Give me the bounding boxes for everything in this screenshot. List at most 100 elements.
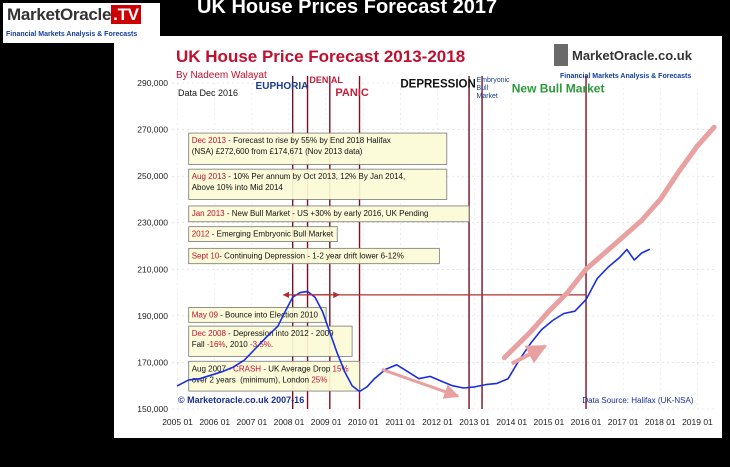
forecast-line	[501, 124, 717, 361]
y-tick-label: 150,000	[137, 404, 168, 414]
marketoracle-tv-logo: MarketOracle .TV Financial Markets Analys…	[3, 3, 160, 43]
phase-label: PANIC	[335, 87, 368, 99]
x-tick-label: 2018 01	[645, 417, 676, 427]
chart-subtitle: By Nadeem Walayat	[176, 70, 267, 81]
annotation-span: - New Bull Market - US +30% by early 201…	[225, 209, 429, 218]
annotation-bg	[188, 247, 440, 265]
annotation-span: -3.5%	[250, 340, 271, 349]
annotation-span: 2012	[192, 230, 210, 239]
inner-logo-bg	[552, 40, 720, 84]
x-tick-label: 2013 01	[459, 417, 490, 427]
annotation-span: Aug 2007	[192, 364, 227, 373]
annotation-box: Dec 2008 - Depression into 2012 - 2009 Fa…	[188, 325, 353, 357]
annotation-span: 25%	[311, 375, 327, 384]
x-tick-label: 2012 01	[422, 417, 453, 427]
annotation-text: Dec 2008 - Depression into 2012 - 2009	[192, 329, 334, 338]
logo-name: MarketOracle .TV	[7, 5, 141, 24]
x-tick-label: 2010 01	[348, 417, 379, 427]
annotation-span: Sept 10	[192, 251, 220, 260]
annotation-text: Sept 10- Continuing Depression - 1-2 yea…	[192, 251, 404, 260]
x-tick-label: 2008 01	[274, 417, 305, 427]
annotation-span: Fall	[192, 340, 207, 349]
annotation-box: 2012 - Emerging Embryonic Bull Market	[188, 226, 338, 242]
annotation-span: - UK Average Drop	[261, 364, 332, 373]
annotation-box: Dec 2013 - Forecast to rise by 55% by En…	[188, 132, 448, 165]
inner-logo-tagline: Financial Markets Analysis & Forecasts	[560, 73, 691, 80]
phase-label: New Bull Market	[512, 81, 605, 95]
annotation-text: Fall -16%, 2010 -3.5%.	[192, 340, 273, 349]
annotation-bg	[188, 132, 448, 165]
annotation-span: - 10% Per annum by Oct 2013, 12% By Jan …	[226, 172, 405, 181]
source-text: Data Source: Halifax (UK-NSA)	[582, 396, 693, 405]
phase-label: Bull	[476, 85, 488, 92]
annotation-bg	[188, 360, 360, 392]
annotation-box: May 09 - Bounce into Election 2010	[188, 307, 327, 323]
forecast-chart: 150,000 170,000 190,000 210,000 230,000 250,0…	[114, 36, 722, 438]
phase-label: Embryonic	[476, 77, 510, 84]
annotation-box: Jan 2013 - New Bull Market - US +30% by …	[188, 205, 470, 223]
annotation-text: 2012 - Emerging Embryonic Bull Market	[192, 230, 334, 239]
annotation-span: Dec 2013	[192, 136, 227, 145]
annotation-span: - Forecast to rise by 55% by End 2018 Ha…	[226, 136, 391, 145]
y-tick-label: 290,000	[137, 78, 168, 88]
phase-label: DENIAL	[309, 75, 343, 85]
y-tick-label: 210,000	[137, 264, 168, 274]
inner-logo-name: MarketOracle.co.uk	[572, 48, 693, 63]
inner-logo: MarketOracle.co.uk Financial Markets Anal…	[552, 40, 720, 84]
annotation-box: Sept 10- Continuing Depression - 1-2 yea…	[188, 247, 440, 265]
phase-label: Market	[476, 93, 497, 100]
annotation-bg	[188, 205, 470, 223]
x-tick-label: 2006 01	[199, 417, 230, 427]
annotation-span: over 2 years (minimum), London	[192, 375, 312, 384]
annotation-span: CRASH	[233, 364, 261, 373]
logo-tagline: Financial Markets Analysis & Forecasts	[6, 31, 138, 38]
trend-arrow	[510, 344, 547, 366]
annotation-span: , 2010	[226, 340, 250, 349]
x-tick-label: 2014 01	[496, 417, 527, 427]
inner-logo-mark	[554, 44, 568, 66]
copyright-text: © Marketoracle.co.uk 2007-16	[178, 395, 304, 405]
annotation-span: -16%	[207, 340, 226, 349]
y-tick-label: 190,000	[137, 311, 168, 321]
y-tick-label: 170,000	[137, 357, 168, 367]
annotation-span: Dec 2008	[192, 329, 227, 338]
annotation-span: .	[271, 340, 273, 349]
annotation-span: - Emerging Embryonic Bull Market	[210, 230, 334, 239]
annotation-span: May 09	[192, 310, 219, 319]
annotation-span: - Continuing Depression - 1-2 year drift…	[219, 251, 404, 260]
annotation-span: Aug 2013	[192, 172, 227, 181]
trend-arrow	[381, 367, 460, 399]
page-headline: UK House Prices Forecast 2017	[197, 0, 498, 18]
x-tick-label: 2007 01	[236, 417, 267, 427]
annotation-span: - Bounce into Election 2010	[218, 310, 319, 319]
x-tick-label: 2017 01	[608, 417, 639, 427]
x-tick-label: 2005 01	[162, 417, 193, 427]
annotation-bg	[188, 226, 338, 242]
annotation-box: Aug 2007 - CRASH - UK Average Drop 15% ov…	[188, 360, 360, 392]
annotation-span: 15%	[333, 364, 349, 373]
annotation-text: Aug 2013 - 10% Per annum by Oct 2013, 12…	[192, 172, 405, 181]
phase-label: EUPHORIA	[256, 81, 309, 92]
annotation-box: Aug 2013 - 10% Per annum by Oct 2013, 12…	[188, 168, 448, 200]
y-tick-label: 270,000	[137, 125, 168, 135]
x-tick-label: 2015 01	[534, 417, 565, 427]
annotation-text: Jan 2013 - New Bull Market - US +30% by …	[192, 209, 429, 218]
phase-label: DEPRESSION	[400, 79, 475, 91]
annotation-text: Dec 2013 - Forecast to rise by 55% by En…	[192, 136, 391, 145]
annotation-bg	[188, 168, 448, 200]
y-tick-label: 230,000	[137, 218, 168, 228]
annotation-text: May 09 - Bounce into Election 2010	[192, 310, 319, 319]
annotation-text: Above 10% into Mid 2014	[192, 183, 284, 192]
x-tick-label: 2016 01	[571, 417, 602, 427]
annotation-text: over 2 years (minimum), London 25%	[192, 375, 328, 384]
x-tick-label: 2019 01	[682, 417, 713, 427]
annotation-bg	[188, 325, 353, 357]
x-tick-label: 2011 01	[385, 417, 415, 427]
annotation-span: - Depression into 2012 - 2009	[226, 329, 334, 338]
annotation-span: Jan 2013	[192, 209, 225, 218]
annotation-text: Aug 2007 - CRASH - UK Average Drop 15%	[192, 364, 349, 373]
x-tick-label: 2009 01	[311, 417, 342, 427]
data-note: Data Dec 2016	[178, 88, 238, 98]
annotation-span: (NSA) £272,600 from £174,671 (Nov 2013 d…	[192, 147, 363, 156]
annotation-span: Above 10% into Mid 2014	[192, 183, 284, 192]
